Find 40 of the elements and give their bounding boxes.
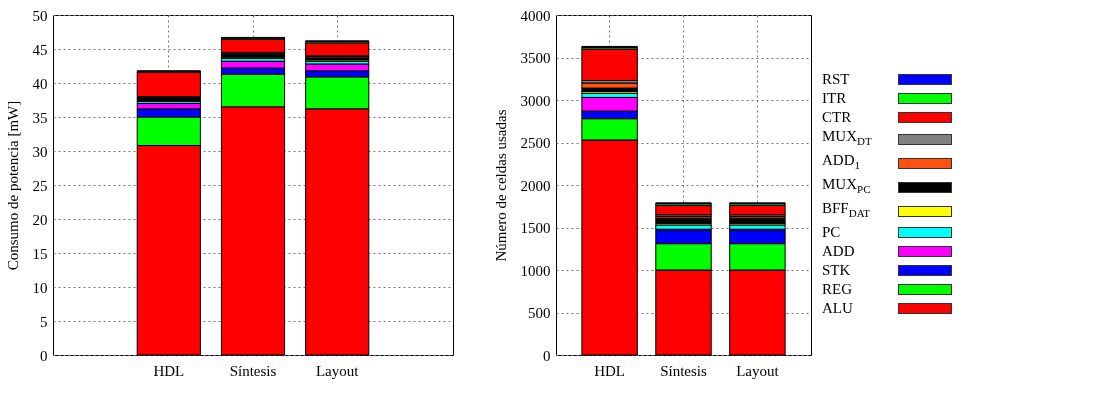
y-tick-label: 3500 xyxy=(520,50,551,66)
text: STK xyxy=(822,261,851,280)
text: ALU xyxy=(822,299,853,318)
y-tick-label: 10 xyxy=(32,279,48,296)
y-tick-label: 2500 xyxy=(520,135,551,151)
text: ADD xyxy=(822,242,855,261)
y-tick-label: 30 xyxy=(32,143,48,160)
y-tick-label: 5 xyxy=(40,313,48,330)
y-tick-label: 4000 xyxy=(520,7,551,24)
legend-label: MUX$_{PC}$ xyxy=(822,175,871,197)
x-tick-label: HDL xyxy=(153,362,185,379)
x-tick-label: Síntesis xyxy=(660,362,707,379)
legend-label: MUX$_{DT}$ xyxy=(822,127,872,149)
legend-label: BFF$_{DAT}$ xyxy=(822,199,871,221)
text: ITR xyxy=(822,89,847,108)
x-tick-label: Layout xyxy=(315,362,360,379)
text: CTR xyxy=(822,108,852,127)
y-tick-label: 0 xyxy=(40,347,48,364)
text: PC xyxy=(822,223,841,242)
y-tick-label: 35 xyxy=(32,109,48,126)
x-tick-label: HDL xyxy=(594,362,625,379)
y-tick-label: 1000 xyxy=(520,262,551,279)
y-tick-label: 3000 xyxy=(520,92,551,109)
text: RST xyxy=(822,70,850,89)
y-tick-label: 0 xyxy=(543,347,551,364)
y-tick-label: 20 xyxy=(32,211,48,228)
y-tick-label: 40 xyxy=(32,75,48,92)
text: REG xyxy=(822,280,852,299)
text: ADD$_{1}$ xyxy=(822,151,860,173)
y-tick-label: 2000 xyxy=(520,177,551,194)
y-tick-label: 25 xyxy=(32,177,48,194)
y-axis-title: Número de celdas usadas xyxy=(492,109,509,262)
y-tick-label: 500 xyxy=(528,305,551,321)
y-axis-title: Consumo de potencia [mW] xyxy=(4,100,21,271)
y-tick-label: 50 xyxy=(32,7,48,24)
y-tick-label: 45 xyxy=(32,41,48,58)
x-tick-label: Layout xyxy=(736,362,780,379)
y-tick-label: 1500 xyxy=(520,220,551,236)
y-tick-label: 15 xyxy=(32,245,48,262)
x-tick-label: Síntesis xyxy=(229,362,277,379)
